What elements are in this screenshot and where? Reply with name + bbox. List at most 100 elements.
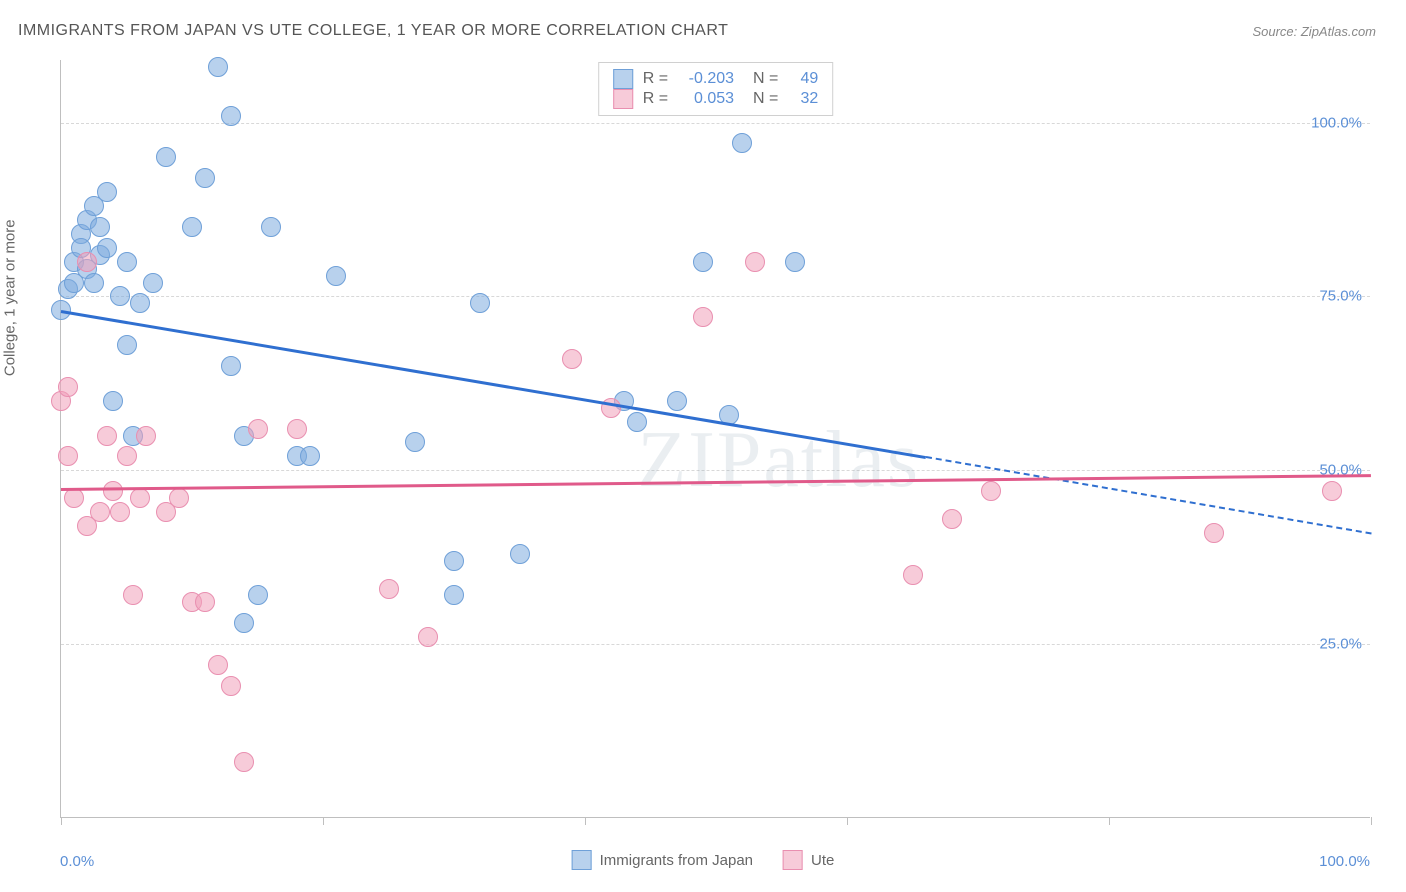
scatter-point	[110, 502, 130, 522]
scatter-point	[667, 391, 687, 411]
scatter-point	[981, 481, 1001, 501]
scatter-point	[300, 446, 320, 466]
x-tick	[585, 817, 586, 825]
scatter-point	[58, 446, 78, 466]
legend-stats-row: R = -0.203 N = 49	[613, 69, 819, 89]
legend-n-label: N =	[744, 70, 778, 88]
gridline	[61, 296, 1370, 297]
scatter-point	[732, 133, 752, 153]
gridline	[61, 644, 1370, 645]
scatter-point	[405, 432, 425, 452]
scatter-point	[470, 293, 490, 313]
y-tick-label: 25.0%	[1319, 636, 1362, 653]
scatter-point	[562, 349, 582, 369]
legend-n-label: N =	[744, 90, 778, 108]
y-axis-title: College, 1 year or more	[2, 219, 19, 376]
scatter-point	[117, 252, 137, 272]
scatter-point	[143, 273, 163, 293]
legend-item: Immigrants from Japan	[572, 850, 753, 870]
scatter-point	[58, 377, 78, 397]
source-attribution: Source: ZipAtlas.com	[1252, 24, 1376, 39]
scatter-point	[103, 481, 123, 501]
legend-swatch	[572, 850, 592, 870]
scatter-point	[117, 335, 137, 355]
scatter-point	[510, 544, 530, 564]
scatter-point	[97, 426, 117, 446]
y-tick-label: 75.0%	[1319, 288, 1362, 305]
legend-r-value: -0.203	[678, 70, 734, 88]
scatter-point	[234, 752, 254, 772]
gridline	[61, 470, 1370, 471]
x-tick	[1371, 817, 1372, 825]
x-tick	[847, 817, 848, 825]
legend-stats: R = -0.203 N = 49 R = 0.053 N = 32	[598, 62, 834, 116]
scatter-point	[169, 488, 189, 508]
legend-label: Ute	[811, 852, 834, 869]
scatter-point	[261, 217, 281, 237]
scatter-point	[444, 585, 464, 605]
scatter-point	[195, 592, 215, 612]
scatter-point	[221, 676, 241, 696]
scatter-point	[379, 579, 399, 599]
scatter-point	[123, 585, 143, 605]
x-tick	[1109, 817, 1110, 825]
scatter-point	[97, 182, 117, 202]
legend-swatch	[783, 850, 803, 870]
legend-n-value: 32	[788, 90, 818, 108]
chart-title: IMMIGRANTS FROM JAPAN VS UTE COLLEGE, 1 …	[18, 22, 728, 40]
scatter-point	[745, 252, 765, 272]
legend-label: Immigrants from Japan	[600, 852, 753, 869]
trend-line	[61, 474, 1371, 491]
x-axis-max-label: 100.0%	[1319, 853, 1370, 870]
scatter-point	[182, 217, 202, 237]
scatter-point	[90, 217, 110, 237]
legend-r-label: R =	[643, 90, 668, 108]
y-tick-label: 100.0%	[1311, 114, 1362, 131]
scatter-point	[110, 286, 130, 306]
legend-r-label: R =	[643, 70, 668, 88]
scatter-point	[248, 419, 268, 439]
scatter-point	[418, 627, 438, 647]
scatter-point	[444, 551, 464, 571]
scatter-point	[117, 446, 137, 466]
legend-swatch	[613, 69, 633, 89]
scatter-point	[195, 168, 215, 188]
scatter-point	[903, 565, 923, 585]
scatter-point	[130, 488, 150, 508]
scatter-point	[103, 391, 123, 411]
scatter-point	[248, 585, 268, 605]
plot-area: 25.0%50.0%75.0%100.0%ZIPatlasR =-0.203 N…	[60, 60, 1370, 818]
scatter-point	[156, 147, 176, 167]
x-tick	[61, 817, 62, 825]
legend-bottom: Immigrants from Japan Ute	[572, 850, 835, 870]
scatter-point	[84, 273, 104, 293]
scatter-point	[136, 426, 156, 446]
x-tick	[323, 817, 324, 825]
x-axis-min-label: 0.0%	[60, 853, 94, 870]
scatter-point	[627, 412, 647, 432]
scatter-point	[326, 266, 346, 286]
scatter-point	[1322, 481, 1342, 501]
scatter-point	[693, 307, 713, 327]
scatter-point	[221, 356, 241, 376]
scatter-point	[208, 655, 228, 675]
legend-item: Ute	[783, 850, 834, 870]
legend-n-value: 49	[788, 70, 818, 88]
scatter-point	[287, 419, 307, 439]
scatter-point	[693, 252, 713, 272]
scatter-point	[90, 502, 110, 522]
scatter-point	[130, 293, 150, 313]
scatter-point	[942, 509, 962, 529]
legend-r-value: 0.053	[678, 90, 734, 108]
scatter-point	[77, 252, 97, 272]
scatter-point	[601, 398, 621, 418]
gridline	[61, 123, 1370, 124]
trend-line	[61, 310, 926, 459]
scatter-point	[1204, 523, 1224, 543]
scatter-point	[785, 252, 805, 272]
legend-stats-row: R = 0.053 N = 32	[613, 89, 819, 109]
legend-swatch	[613, 89, 633, 109]
watermark: ZIPatlas	[637, 415, 920, 506]
scatter-point	[64, 488, 84, 508]
scatter-point	[208, 57, 228, 77]
